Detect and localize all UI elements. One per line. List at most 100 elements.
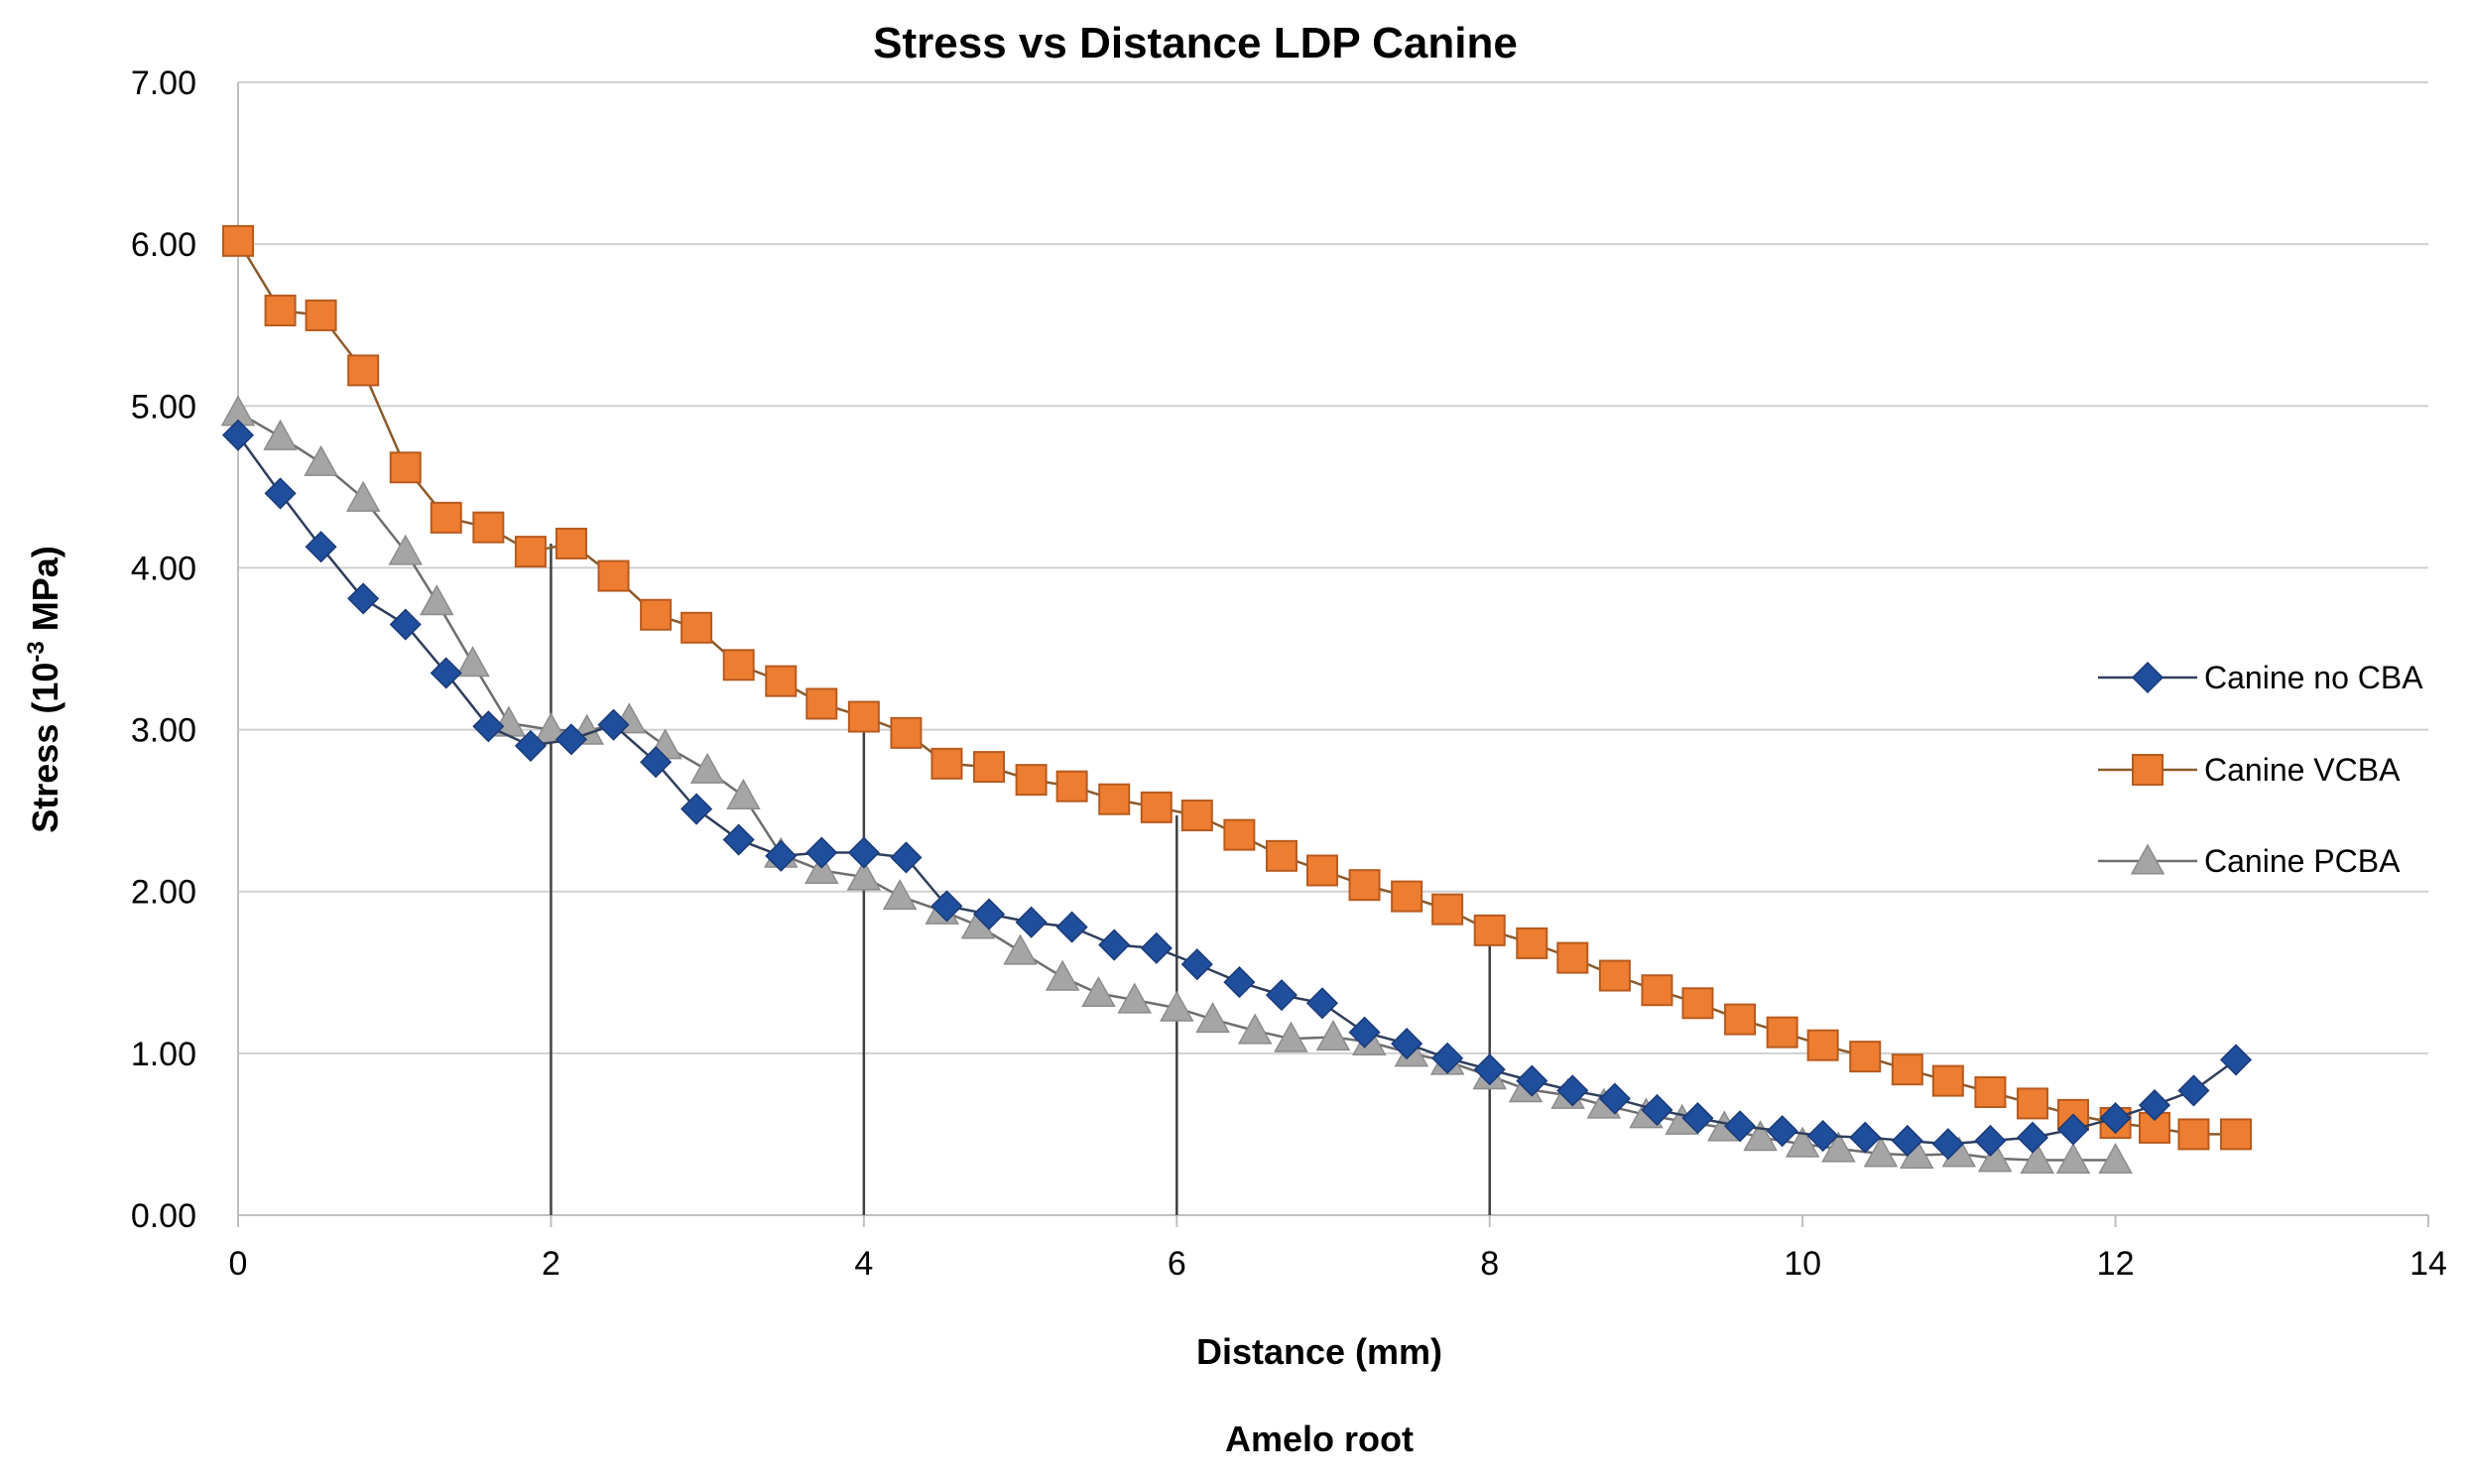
data-point [1431, 893, 1464, 926]
data-point [930, 747, 963, 780]
data-point [640, 598, 673, 631]
legend-item: Canine PCBA [2098, 843, 2401, 879]
data-point [1821, 1131, 1856, 1163]
data-point [1891, 1124, 1923, 1158]
data-point [555, 527, 587, 559]
data-point [1724, 1003, 1757, 1036]
data-point [1117, 982, 1152, 1014]
data-point [680, 793, 713, 825]
data-point [2098, 1142, 2133, 1175]
data-point [1977, 1141, 2013, 1173]
data-point [1223, 966, 1256, 999]
data-point [1598, 959, 1631, 992]
data-point [1305, 987, 1339, 1020]
data-point [1265, 839, 1298, 872]
data-point [1305, 854, 1338, 887]
x-tick-label: 14 [2410, 1245, 2447, 1283]
data-point [1785, 1126, 1820, 1158]
data-point [847, 836, 880, 869]
data-point [1863, 1136, 1899, 1168]
data-point [430, 501, 462, 534]
data-point [2177, 1074, 2210, 1107]
data-point [1931, 1128, 1964, 1161]
data-point [2177, 1118, 2210, 1151]
data-point [1015, 764, 1048, 797]
series-line [236, 240, 2237, 1136]
data-point [1098, 783, 1131, 815]
data-point [1055, 770, 1088, 803]
data-point [1140, 931, 1173, 964]
y-tick-label: 5.00 [131, 388, 196, 426]
x-tick-label: 0 [229, 1245, 248, 1283]
data-point [1516, 927, 1548, 959]
legend-label: Canine VCBA [2204, 752, 2401, 788]
legend-label: Canine PCBA [2204, 843, 2401, 879]
data-point [388, 534, 424, 565]
data-point [1641, 1093, 1673, 1127]
y-tick-label: 3.00 [131, 712, 196, 750]
data-point [472, 511, 505, 544]
data-point [890, 716, 923, 749]
y-tick-label: 0.00 [131, 1197, 196, 1235]
data-point [304, 444, 338, 476]
y-axis-title-suffix: MPa) [25, 546, 65, 641]
data-point [1473, 1053, 1506, 1086]
data-point [930, 890, 963, 923]
data-point [597, 559, 630, 592]
data-point [1681, 987, 1714, 1020]
data-point [472, 710, 505, 743]
data-point [347, 354, 380, 387]
y-axis-title-prefix: Stress (10 [25, 663, 65, 833]
data-point [722, 823, 755, 856]
x-tick-label: 2 [542, 1245, 560, 1283]
data-point [640, 746, 673, 779]
data-point [1974, 1124, 2007, 1158]
data-point [2099, 1102, 2132, 1135]
data-point [1849, 1041, 1882, 1073]
data-point [1237, 1013, 1273, 1045]
x-tick-label: 12 [2097, 1245, 2135, 1283]
x-tick-label: 10 [1784, 1245, 1821, 1283]
series-square [222, 224, 2253, 1151]
data-point [597, 708, 630, 741]
x-tick-label: 8 [1480, 1245, 1499, 1283]
y-axis-title: Stress (10-3 MPa) [23, 546, 65, 832]
data-point [1556, 1074, 1589, 1107]
x-tick-label: 4 [854, 1245, 873, 1283]
data-point [1766, 1016, 1798, 1049]
data-point [765, 839, 798, 872]
data-point [1003, 933, 1038, 965]
y-tick-label: 6.00 [131, 226, 196, 264]
data-point [1265, 979, 1299, 1012]
data-point [2138, 1089, 2171, 1122]
data-point [430, 657, 462, 689]
data-point [722, 649, 755, 681]
data-point [890, 841, 923, 874]
data-point [1931, 1064, 1964, 1097]
y-axis-title-exponent: -3 [23, 641, 50, 662]
data-point [804, 852, 839, 885]
data-point [1274, 1021, 1308, 1052]
data-point [222, 224, 254, 257]
series-layer [220, 224, 2253, 1175]
y-tick-label: 1.00 [131, 1036, 196, 1073]
data-point [221, 419, 255, 451]
data-point [1015, 906, 1048, 938]
data-point [514, 729, 547, 762]
data-point [264, 477, 297, 510]
chart-title: Stress vs Distance LDP Canine [873, 19, 1518, 67]
data-point [689, 752, 725, 784]
legend-marker [2132, 754, 2164, 786]
legend-marker [2131, 661, 2165, 694]
data-point [1681, 1102, 1714, 1135]
chart-caption: Amelo root [1225, 1419, 1414, 1459]
series-diamond [221, 419, 2253, 1161]
data-point [1391, 880, 1423, 913]
data-point [1891, 1053, 1923, 1086]
data-point [1516, 1064, 1548, 1097]
data-point [2016, 1087, 2048, 1120]
legend: Canine no CBA Canine VCBA Canine PCBA [2098, 660, 2423, 879]
data-point [420, 584, 454, 616]
